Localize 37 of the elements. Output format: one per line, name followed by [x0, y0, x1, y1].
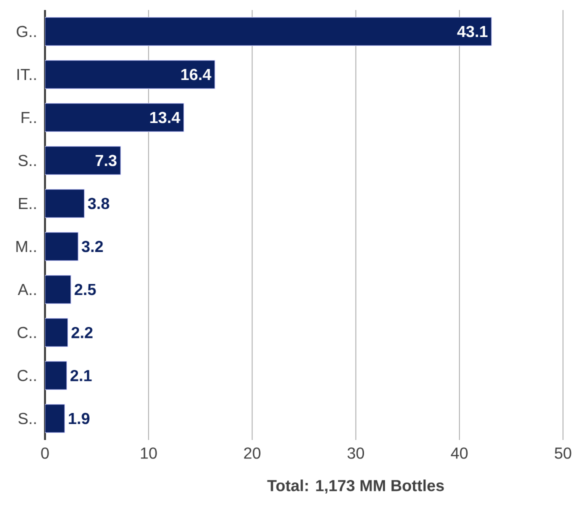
bar: [45, 318, 68, 347]
data-label: 7.3: [96, 154, 117, 166]
y-tick-label: F..: [22, 112, 36, 123]
bar: [45, 232, 78, 261]
data-label: 3.8: [88, 198, 110, 210]
bar: [45, 361, 68, 390]
x-tick-label: 10: [140, 448, 157, 459]
x-tick-label: 30: [348, 448, 364, 459]
y-tick-label: E..: [19, 198, 36, 209]
data-label: 2.1: [70, 370, 92, 382]
data-label: 1.9: [68, 412, 90, 424]
x-axis-title: Total: 1,173 MM Bottles: [267, 480, 444, 494]
y-tick-label: S..: [18, 154, 36, 166]
x-tick-label: 40: [450, 448, 468, 459]
bar: [45, 60, 216, 89]
y-tick-label: G..: [16, 26, 36, 38]
bar: [45, 189, 85, 218]
bar: [45, 17, 492, 46]
data-label: 16.4: [181, 68, 212, 80]
bar: [45, 404, 65, 433]
data-label: 2.2: [72, 326, 93, 338]
data-label: 43.1: [457, 26, 488, 38]
data-label: 13.4: [150, 112, 180, 124]
y-tick-label: M..: [16, 241, 36, 252]
y-tick-label: IT..: [17, 69, 36, 80]
x-tick-label: 20: [244, 448, 260, 459]
bar: [45, 275, 72, 304]
y-tick-label: C..: [18, 326, 36, 338]
x-tick-label: 0: [41, 448, 49, 459]
data-label: 3.2: [82, 240, 103, 252]
data-label: 2.5: [74, 284, 96, 296]
y-tick-label: C..: [18, 370, 36, 382]
x-tick-label: 50: [554, 448, 572, 459]
bar: [45, 146, 121, 175]
y-tick-label: A..: [18, 284, 36, 295]
y-tick-label: S..: [18, 412, 36, 424]
bar: [45, 103, 184, 132]
